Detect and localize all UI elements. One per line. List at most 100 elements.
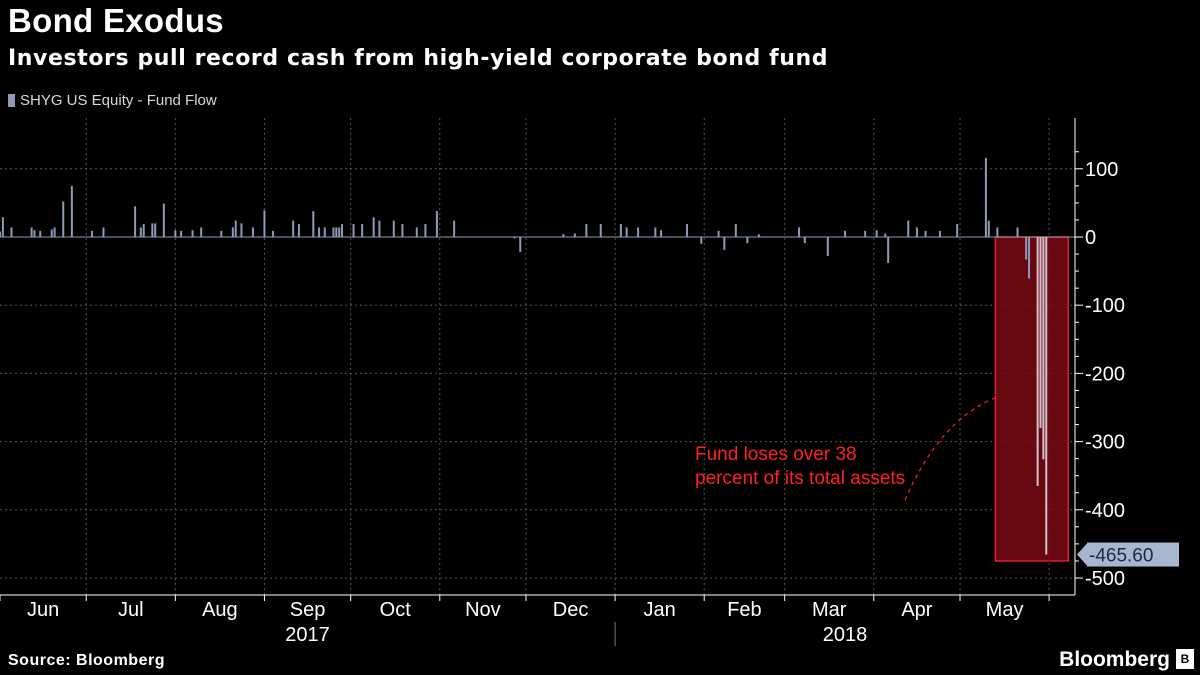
bar (826, 237, 829, 257)
x-month-label: May (986, 599, 1024, 621)
bar (151, 223, 154, 237)
bar (453, 220, 456, 237)
last-value-label: -465.60 (1089, 546, 1153, 567)
bar (700, 237, 703, 244)
bar (435, 211, 438, 237)
bars (0, 157, 1075, 555)
x-month-label: Dec (553, 599, 589, 621)
bar (723, 237, 726, 250)
bar (654, 227, 657, 237)
annotation-group: -465.60 Fund loses over 38 percent of its … (695, 397, 1179, 567)
x-month-label: Feb (727, 599, 761, 621)
highlight-box (994, 236, 1070, 562)
bar (139, 227, 142, 237)
chart-title: Bond Exodus (8, 2, 224, 39)
bar (573, 233, 576, 237)
bar (53, 227, 56, 237)
bar (70, 185, 73, 237)
x-month-label: Nov (465, 599, 501, 621)
bar (984, 157, 987, 237)
bar (341, 224, 344, 237)
gridlines (0, 118, 1075, 595)
bar (174, 230, 177, 237)
bar (803, 237, 806, 244)
bar (519, 237, 522, 253)
annotation-text: Fund loses over 38 (695, 444, 857, 465)
bar (938, 230, 941, 237)
brand-logo-text: Bloomberg (1059, 648, 1170, 671)
bar (231, 227, 234, 237)
bar (987, 220, 990, 237)
bar (924, 230, 927, 237)
bar (335, 227, 338, 237)
bar (234, 220, 237, 237)
last-value-box (1087, 542, 1179, 567)
x-year-label: 2017 (285, 624, 330, 646)
bar (392, 220, 395, 237)
bar (864, 230, 867, 237)
bar (220, 230, 223, 237)
bar (200, 227, 203, 237)
bar (263, 210, 266, 237)
y-tick-label: -300 (1085, 432, 1125, 454)
x-axis: Jun Jul Aug Sep Oct Nov Dec Jan Feb Mar Apr May 2017… (0, 594, 1075, 646)
bar (292, 220, 295, 237)
bar (102, 227, 105, 237)
bar (915, 227, 918, 237)
bar (39, 230, 42, 237)
bar (1016, 227, 1019, 237)
bar (378, 220, 381, 237)
bar (142, 224, 145, 237)
bar (619, 224, 622, 237)
bar (312, 211, 315, 237)
bar (180, 230, 183, 237)
bar (884, 233, 887, 237)
bar (50, 229, 53, 237)
bar (332, 227, 335, 237)
x-month-label: Jun (27, 599, 59, 621)
bar (338, 227, 341, 237)
bar (625, 227, 628, 237)
bar (1025, 237, 1028, 260)
bloomberg-logo-icon: B (1176, 649, 1194, 669)
highlight-rect (994, 236, 1070, 562)
bar (757, 234, 760, 237)
bar (318, 227, 321, 237)
bar (10, 227, 13, 237)
y-tick-label: -200 (1085, 363, 1125, 385)
x-month-label: Oct (380, 599, 412, 621)
x-month-label: Jan (644, 599, 676, 621)
bar (1, 217, 4, 237)
x-month-label: Mar (812, 599, 847, 621)
bar (272, 230, 275, 237)
bar (162, 203, 165, 237)
bar (956, 224, 959, 237)
bar (0, 231, 1, 237)
bar (637, 227, 640, 237)
y-tick-label: -400 (1085, 500, 1125, 522)
bar (660, 230, 663, 237)
bar (746, 237, 749, 244)
bar (996, 227, 999, 237)
bar (297, 224, 300, 237)
bar (1036, 237, 1039, 486)
bar (191, 230, 194, 237)
bar (62, 201, 65, 237)
source-note: Source: Bloomberg (8, 652, 165, 669)
bar (1028, 237, 1031, 279)
chart-subtitle: Investors pull record cash from high-yie… (8, 46, 829, 71)
bar (1042, 237, 1045, 460)
bar (401, 224, 404, 237)
bar (717, 230, 720, 237)
bar (562, 234, 565, 237)
x-year-label: 2018 (823, 624, 868, 646)
annotation-line (904, 397, 996, 501)
bar (372, 217, 375, 237)
bar (875, 230, 878, 237)
y-tick-label: -100 (1085, 295, 1125, 317)
y-tick-label: 0 (1085, 227, 1096, 249)
legend-swatch (8, 94, 15, 107)
bar (90, 230, 93, 237)
y-tick-label: -500 (1085, 568, 1125, 590)
